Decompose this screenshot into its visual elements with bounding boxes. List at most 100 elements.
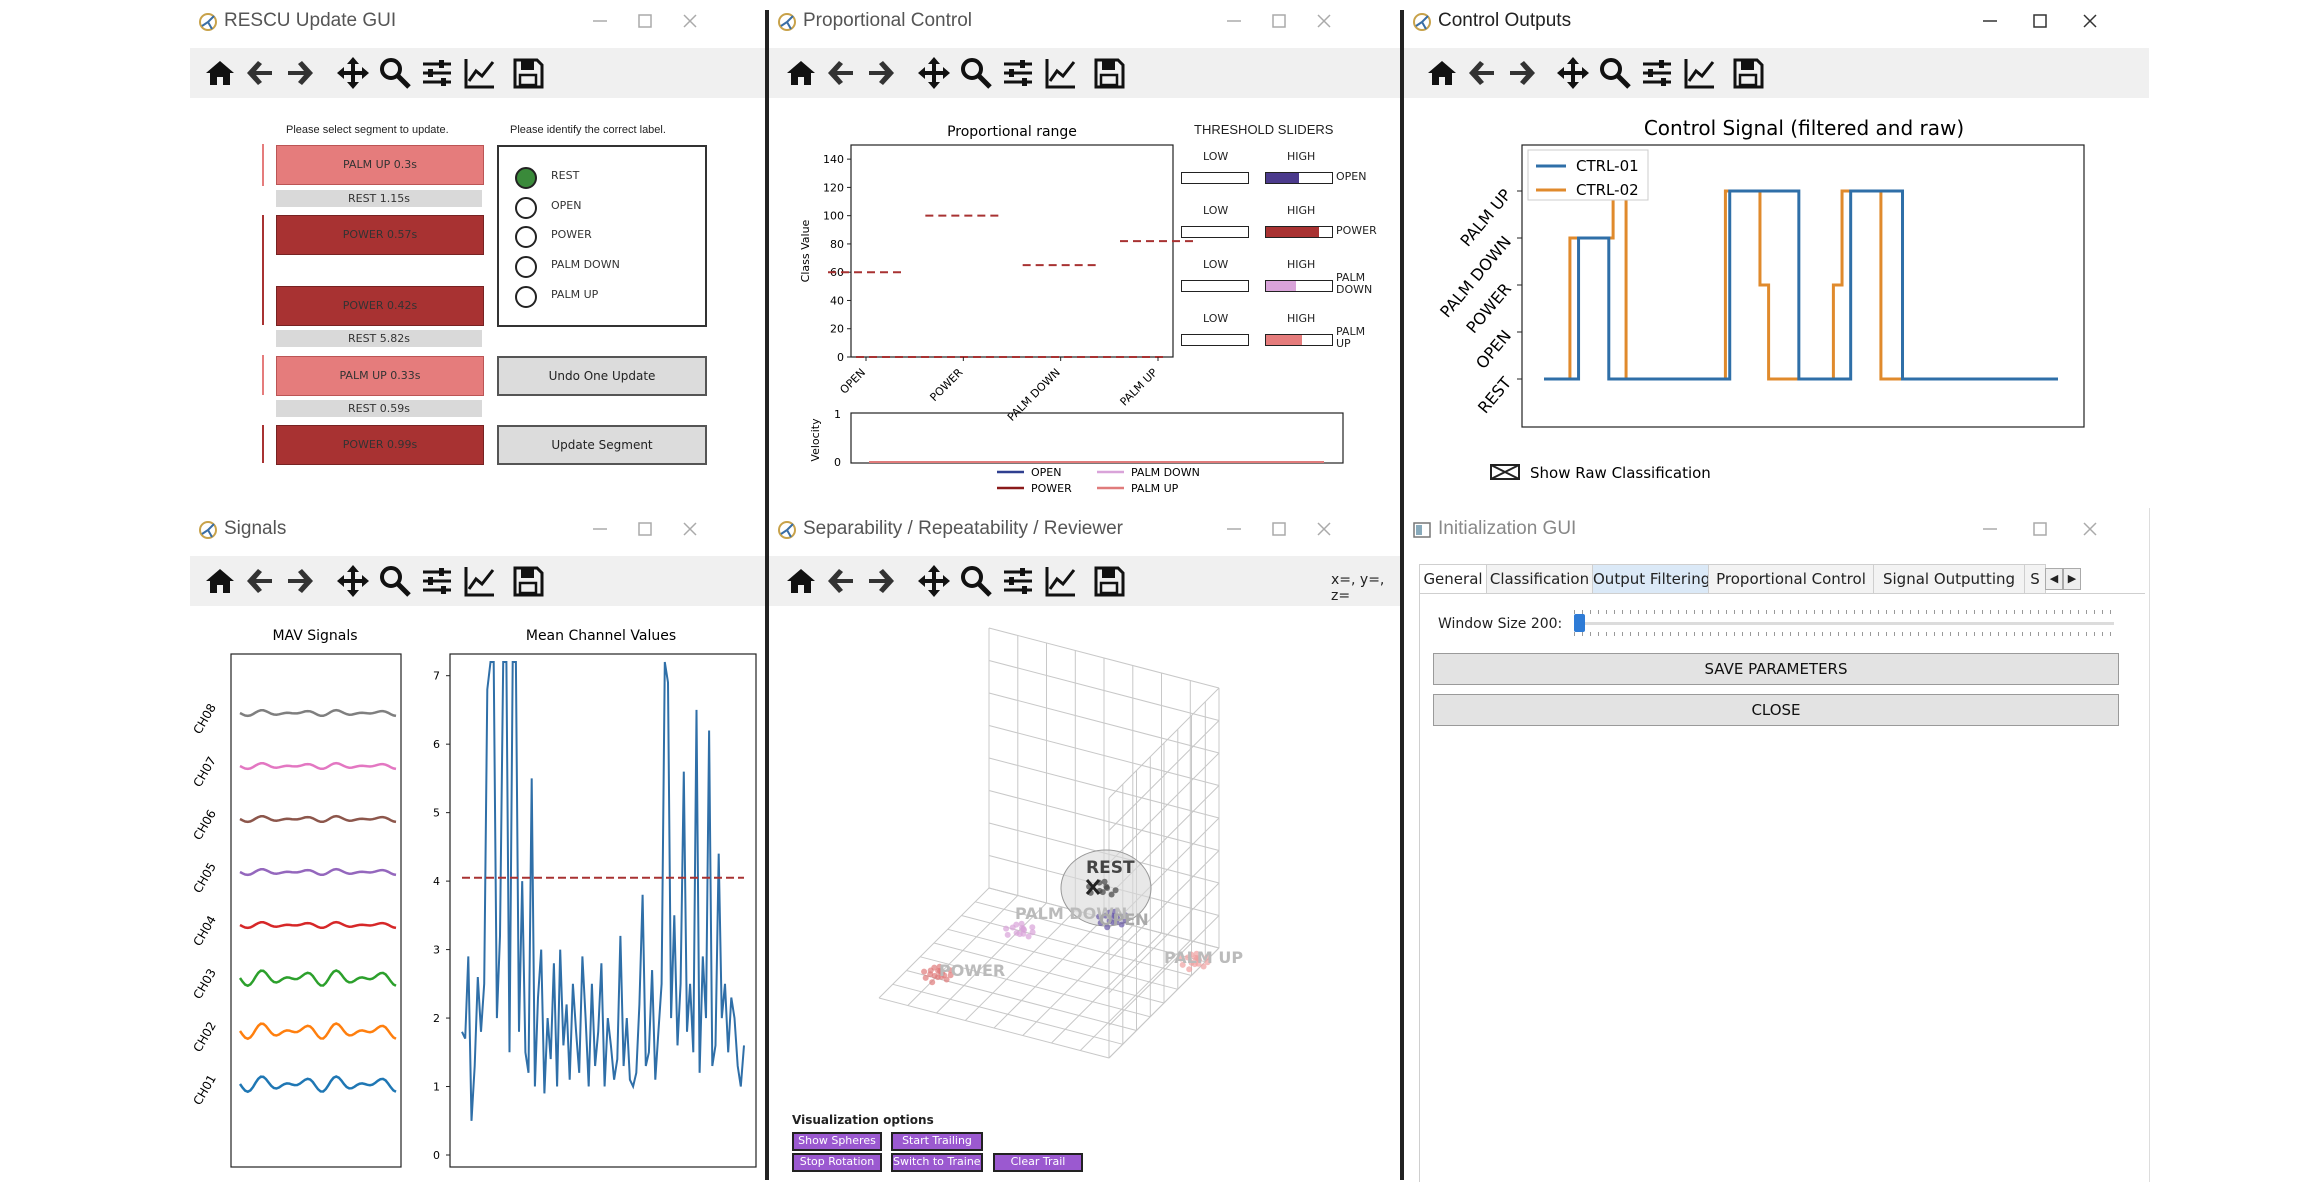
- slider-handle[interactable]: [1574, 614, 1585, 632]
- pan-icon[interactable]: [335, 563, 371, 599]
- minimize-icon[interactable]: [1219, 6, 1249, 36]
- window-size-slider[interactable]: [1574, 608, 2119, 638]
- segment-button[interactable]: PALM UP 0.3s: [276, 145, 484, 185]
- minimize-icon[interactable]: [1975, 6, 2005, 36]
- close-icon[interactable]: [1309, 514, 1339, 544]
- start-trailing-button[interactable]: Start Trailing: [891, 1132, 983, 1151]
- segment-button[interactable]: PALM UP 0.33s: [276, 356, 484, 396]
- close-icon[interactable]: [675, 514, 705, 544]
- back-arrow-icon[interactable]: [823, 55, 859, 91]
- maximize-icon[interactable]: [630, 514, 660, 544]
- tab-general[interactable]: General: [1419, 564, 1487, 594]
- save-icon[interactable]: [1730, 55, 1766, 91]
- show-spheres-button[interactable]: Show Spheres: [792, 1132, 882, 1151]
- tab-overflow[interactable]: S: [2024, 564, 2046, 594]
- minimize-icon[interactable]: [1975, 514, 2005, 544]
- high-slider[interactable]: [1265, 280, 1333, 292]
- save-icon[interactable]: [1091, 563, 1127, 599]
- radio-label: REST: [551, 169, 580, 182]
- radio-palm-up[interactable]: [515, 286, 537, 308]
- back-arrow-icon[interactable]: [242, 563, 278, 599]
- maximize-icon[interactable]: [2025, 514, 2055, 544]
- edit-axis-icon[interactable]: [1043, 55, 1079, 91]
- close-icon[interactable]: [2075, 6, 2105, 36]
- back-arrow-icon[interactable]: [1464, 55, 1500, 91]
- maximize-icon[interactable]: [630, 6, 660, 36]
- low-slider[interactable]: [1181, 172, 1249, 184]
- high-slider[interactable]: [1265, 334, 1333, 346]
- close-button[interactable]: CLOSE: [1433, 694, 2119, 726]
- high-slider[interactable]: [1265, 172, 1333, 184]
- undo-update-button[interactable]: Undo One Update: [497, 356, 707, 396]
- forward-arrow-icon[interactable]: [282, 563, 318, 599]
- maximize-icon[interactable]: [1264, 6, 1294, 36]
- tab-signal-outputting[interactable]: Signal Outputting: [1873, 564, 2025, 594]
- home-icon[interactable]: [1424, 55, 1460, 91]
- low-slider[interactable]: [1181, 334, 1249, 346]
- stop-rotation-button[interactable]: Stop Rotation: [792, 1153, 882, 1172]
- low-slider[interactable]: [1181, 280, 1249, 292]
- show-raw-checkbox[interactable]: [1490, 464, 1520, 480]
- close-icon[interactable]: [1309, 6, 1339, 36]
- edit-axis-icon[interactable]: [462, 55, 498, 91]
- pan-icon[interactable]: [916, 563, 952, 599]
- close-icon[interactable]: [675, 6, 705, 36]
- segment-button[interactable]: REST 1.15s: [276, 190, 482, 207]
- tab-scroll-left-icon[interactable]: ◀: [2045, 568, 2063, 590]
- back-arrow-icon[interactable]: [823, 563, 859, 599]
- home-icon[interactable]: [202, 563, 238, 599]
- zoom-icon[interactable]: [958, 563, 994, 599]
- forward-arrow-icon[interactable]: [282, 55, 318, 91]
- high-slider[interactable]: [1265, 226, 1333, 238]
- configure-subplots-icon[interactable]: [1639, 55, 1675, 91]
- home-icon[interactable]: [783, 55, 819, 91]
- segment-button[interactable]: POWER 0.57s: [276, 215, 484, 255]
- radio-open[interactable]: [515, 197, 537, 219]
- zoom-icon[interactable]: [958, 55, 994, 91]
- zoom-icon[interactable]: [377, 55, 413, 91]
- forward-arrow-icon[interactable]: [1504, 55, 1540, 91]
- update-segment-button[interactable]: Update Segment: [497, 425, 707, 465]
- save-icon[interactable]: [510, 55, 546, 91]
- save-parameters-button[interactable]: SAVE PARAMETERS: [1433, 653, 2119, 685]
- segment-button[interactable]: REST 0.59s: [276, 400, 482, 417]
- maximize-icon[interactable]: [2025, 6, 2055, 36]
- back-arrow-icon[interactable]: [242, 55, 278, 91]
- tab-classification[interactable]: Classification: [1486, 564, 1593, 594]
- configure-subplots-icon[interactable]: [419, 55, 455, 91]
- tab-output-filtering[interactable]: Output Filtering: [1592, 564, 1709, 594]
- segment-button[interactable]: REST 5.82s: [276, 330, 482, 347]
- minimize-icon[interactable]: [585, 514, 615, 544]
- configure-subplots-icon[interactable]: [1000, 55, 1036, 91]
- radio-palm-down[interactable]: [515, 256, 537, 278]
- forward-arrow-icon[interactable]: [863, 55, 899, 91]
- segment-button[interactable]: POWER 0.99s: [276, 425, 484, 465]
- configure-subplots-icon[interactable]: [419, 563, 455, 599]
- zoom-icon[interactable]: [1597, 55, 1633, 91]
- forward-arrow-icon[interactable]: [863, 563, 899, 599]
- radio-power[interactable]: [515, 226, 537, 248]
- edit-axis-icon[interactable]: [1043, 563, 1079, 599]
- pan-icon[interactable]: [1555, 55, 1591, 91]
- edit-axis-icon[interactable]: [1682, 55, 1718, 91]
- tab-proportional-control[interactable]: Proportional Control: [1708, 564, 1874, 594]
- close-icon[interactable]: [2075, 514, 2105, 544]
- home-icon[interactable]: [202, 55, 238, 91]
- zoom-icon[interactable]: [377, 563, 413, 599]
- maximize-icon[interactable]: [1264, 514, 1294, 544]
- save-icon[interactable]: [510, 563, 546, 599]
- configure-subplots-icon[interactable]: [1000, 563, 1036, 599]
- radio-rest[interactable]: [515, 167, 537, 189]
- segment-button[interactable]: POWER 0.42s: [276, 286, 484, 326]
- pan-icon[interactable]: [916, 55, 952, 91]
- edit-axis-icon[interactable]: [462, 563, 498, 599]
- low-slider[interactable]: [1181, 226, 1249, 238]
- minimize-icon[interactable]: [585, 6, 615, 36]
- clear-trail-button[interactable]: Clear Trail: [993, 1153, 1083, 1172]
- tab-scroll-right-icon[interactable]: ▶: [2063, 568, 2081, 590]
- switch-to-trainer-button[interactable]: Switch to Trainer: [891, 1153, 983, 1172]
- home-icon[interactable]: [783, 563, 819, 599]
- pan-icon[interactable]: [335, 55, 371, 91]
- minimize-icon[interactable]: [1219, 514, 1249, 544]
- save-icon[interactable]: [1091, 55, 1127, 91]
